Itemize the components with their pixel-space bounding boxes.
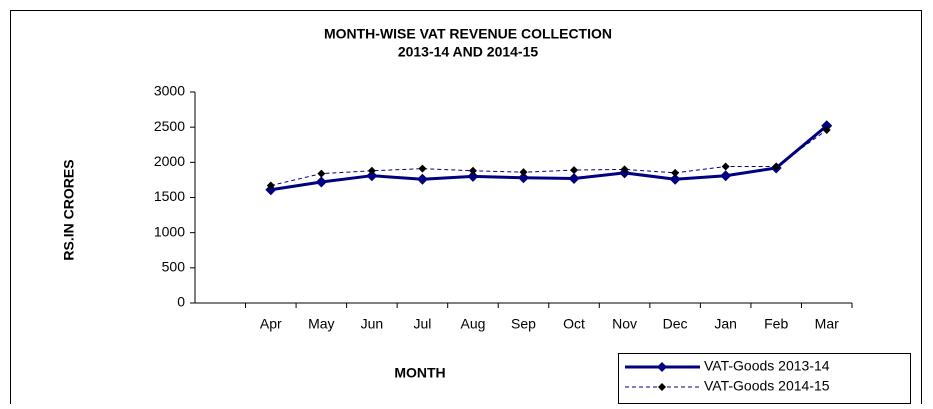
data-point xyxy=(519,168,528,177)
chart-title: MONTH-WISE VAT REVENUE COLLECTION xyxy=(324,26,612,42)
data-point xyxy=(671,168,680,177)
x-axis-label: MONTH xyxy=(394,365,445,381)
legend-marker xyxy=(658,383,666,391)
y-axis-label: RS.IN CRORES xyxy=(61,159,77,260)
data-point xyxy=(669,173,681,185)
data-point xyxy=(418,164,427,173)
y-tick-label: 2000 xyxy=(154,153,185,169)
x-tick-label: Aug xyxy=(461,316,486,332)
y-tick-label: 1000 xyxy=(154,223,185,239)
x-tick-label: Jul xyxy=(413,316,431,332)
x-tick-label: Oct xyxy=(563,316,585,332)
chart-frame xyxy=(10,10,922,409)
data-point xyxy=(266,181,275,190)
data-point xyxy=(620,165,629,174)
data-point xyxy=(568,173,580,185)
legend-label: VAT-Goods 2013-14 xyxy=(704,358,830,374)
y-tick-label: 500 xyxy=(162,259,186,275)
data-point xyxy=(822,125,831,134)
x-tick-label: Mar xyxy=(815,316,839,332)
legend-label: VAT-Goods 2014-15 xyxy=(704,378,830,394)
data-point xyxy=(367,166,376,175)
data-point xyxy=(468,166,477,175)
data-point xyxy=(265,184,277,196)
series-line xyxy=(270,129,828,187)
y-tick-label: 0 xyxy=(177,294,185,310)
y-tick-label: 3000 xyxy=(154,83,185,99)
data-point xyxy=(315,176,327,188)
data-point xyxy=(317,169,326,178)
x-tick-label: Jan xyxy=(714,316,737,332)
data-point xyxy=(772,162,781,171)
legend-marker xyxy=(657,362,667,372)
data-point xyxy=(720,170,732,182)
data-point xyxy=(416,173,428,185)
y-tick-label: 2500 xyxy=(154,118,185,134)
series-line xyxy=(270,124,828,192)
x-tick-label: May xyxy=(308,316,334,332)
x-tick-label: Sep xyxy=(511,316,536,332)
data-point xyxy=(821,120,833,132)
legend-box xyxy=(618,353,911,404)
x-tick-label: Dec xyxy=(663,316,688,332)
x-tick-label: Nov xyxy=(612,316,637,332)
x-tick-label: Jun xyxy=(361,316,384,332)
data-point xyxy=(518,172,529,184)
y-tick-label: 1500 xyxy=(154,188,185,204)
data-point xyxy=(366,170,378,182)
data-point xyxy=(467,170,479,182)
x-tick-label: Apr xyxy=(260,316,282,332)
x-tick-label: Feb xyxy=(764,316,788,332)
chart-title: 2013-14 AND 2014-15 xyxy=(398,44,539,60)
data-point xyxy=(721,162,730,171)
data-point xyxy=(570,166,579,175)
